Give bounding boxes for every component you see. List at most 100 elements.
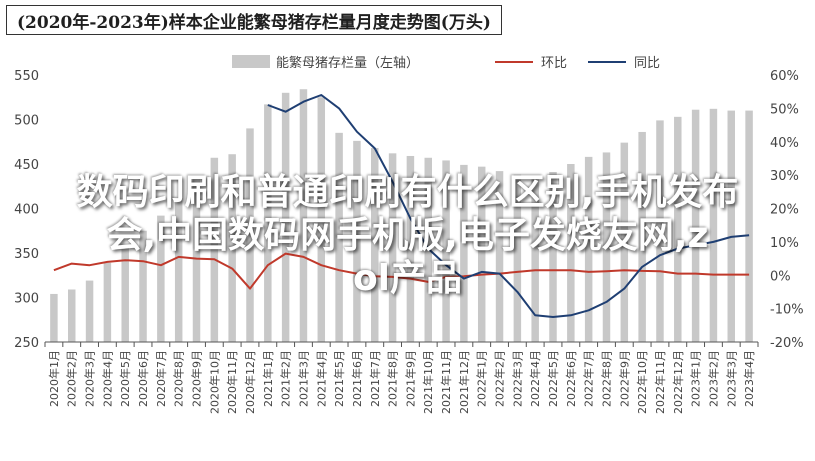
x-tick-label: 2020年3月 — [83, 350, 97, 407]
x-tick-label: 2023年2月 — [706, 350, 720, 407]
chart-title: (2020年-2023年)样本企业能繁母猪存栏量月度走势图(万头) — [6, 5, 502, 35]
x-tick-label: 2021年12月 — [457, 350, 471, 414]
y-right-tick-label: 0% — [770, 269, 791, 284]
x-tick-label: 2022年8月 — [599, 350, 613, 407]
x-tick-label: 2020年10月 — [207, 350, 221, 414]
y-right-tick-label: -20% — [770, 336, 804, 351]
x-tick-label: 2020年1月 — [47, 350, 61, 407]
x-tick-label: 2021年8月 — [386, 350, 400, 407]
legend-swatch-bar — [232, 55, 270, 68]
y-left-tick-label: 450 — [14, 158, 39, 173]
bar — [727, 110, 736, 342]
x-tick-label: 2022年10月 — [635, 350, 649, 414]
bar — [121, 246, 129, 342]
x-tick-label: 2022年3月 — [510, 350, 524, 407]
bar — [531, 175, 539, 342]
overlay-text-line-2: 会,中国数码网手机版,电子发烧友网,z — [106, 215, 709, 256]
overlay-text-line-3: ol产品 — [352, 258, 463, 299]
x-tick-label: 2023年1月 — [689, 350, 703, 407]
bar — [406, 155, 415, 342]
bar — [335, 132, 343, 342]
y-left-tick-label: 350 — [14, 247, 39, 262]
series-line-mom — [53, 252, 750, 290]
y-right-tick-label: -10% — [770, 303, 804, 318]
x-tick-label: 2020年11月 — [225, 350, 239, 414]
x-tick-label: 2021年6月 — [350, 350, 364, 407]
bar — [67, 289, 76, 342]
legend-label-bar: 能繁母猪存栏量（左轴） — [276, 55, 419, 71]
x-tick-label: 2020年5月 — [118, 350, 132, 407]
bar — [620, 142, 629, 342]
x-tick-label: 2022年12月 — [671, 350, 685, 414]
bar — [139, 230, 147, 342]
y-right-tick-label: 20% — [770, 203, 799, 218]
bar — [691, 109, 700, 343]
y-right-tick-label: 50% — [770, 102, 799, 117]
bar — [103, 262, 112, 342]
y-left-tick-label: 250 — [14, 336, 39, 351]
bar — [371, 147, 379, 342]
x-tick-label: 2021年3月 — [296, 350, 310, 407]
x-tick-label: 2023年4月 — [742, 350, 756, 407]
bar — [495, 171, 504, 342]
x-tick-label: 2022年11月 — [653, 350, 667, 414]
x-tick-label: 2022年4月 — [528, 350, 542, 407]
bar — [192, 179, 201, 342]
bar — [50, 293, 58, 342]
bar — [228, 154, 236, 342]
x-tick-label: 2021年10月 — [421, 350, 435, 414]
y-left-tick-label: 300 — [14, 292, 39, 307]
legend-label-mom: 环比 — [541, 56, 567, 71]
bar — [264, 104, 272, 343]
x-tick-label: 2022年9月 — [617, 350, 631, 407]
x-tick-label: 2021年5月 — [332, 350, 346, 407]
x-tick-label: 2020年8月 — [172, 350, 186, 407]
y-right-tick-label: 30% — [770, 169, 799, 184]
x-tick-label: 2022年1月 — [475, 350, 489, 407]
y-left-tick-label: 500 — [14, 114, 39, 129]
x-tick-label: 2022年6月 — [564, 350, 578, 407]
y-left-tick-label: 550 — [14, 69, 39, 84]
x-tick-label: 2021年7月 — [368, 350, 382, 407]
bar — [353, 140, 361, 342]
bar — [584, 156, 593, 342]
x-tick-label: 2020年12月 — [243, 350, 257, 414]
bar — [174, 197, 183, 342]
bar — [210, 157, 219, 342]
bar — [157, 215, 165, 342]
bar — [388, 153, 397, 342]
y-right-tick-label: 10% — [770, 236, 799, 251]
x-tick-label: 2022年7月 — [582, 350, 596, 407]
x-tick-label: 2021年2月 — [279, 350, 293, 407]
bar — [246, 128, 254, 342]
x-tick-label: 2022年5月 — [546, 350, 560, 407]
bar — [674, 116, 682, 342]
series-line-yoy — [267, 94, 750, 318]
bar — [281, 92, 290, 342]
x-tick-label: 2020年7月 — [154, 350, 168, 407]
x-tick-label: 2020年9月 — [190, 350, 204, 407]
bar — [656, 120, 664, 342]
x-tick-label: 2023年3月 — [724, 350, 738, 407]
x-tick-label: 2020年4月 — [100, 350, 114, 407]
legend-label-yoy: 同比 — [634, 56, 660, 71]
bar — [745, 110, 753, 342]
bar — [460, 164, 468, 342]
x-tick-label: 2021年4月 — [314, 350, 328, 407]
bar — [477, 166, 486, 342]
bar — [709, 108, 718, 342]
bar — [638, 131, 646, 342]
bar — [299, 89, 308, 343]
y-left-tick-label: 400 — [14, 203, 39, 218]
overlay-text-line-1: 数码印刷和普通印刷有什么区别,手机发布 — [76, 172, 739, 213]
bar — [442, 160, 450, 342]
x-tick-label: 2022年2月 — [493, 350, 507, 407]
y-right-tick-label: 40% — [770, 136, 799, 151]
x-tick-label: 2020年2月 — [65, 350, 79, 407]
y-right-tick-label: 60% — [770, 69, 799, 84]
x-tick-label: 2020年6月 — [136, 350, 150, 407]
bar — [567, 164, 575, 342]
bar — [317, 97, 326, 342]
